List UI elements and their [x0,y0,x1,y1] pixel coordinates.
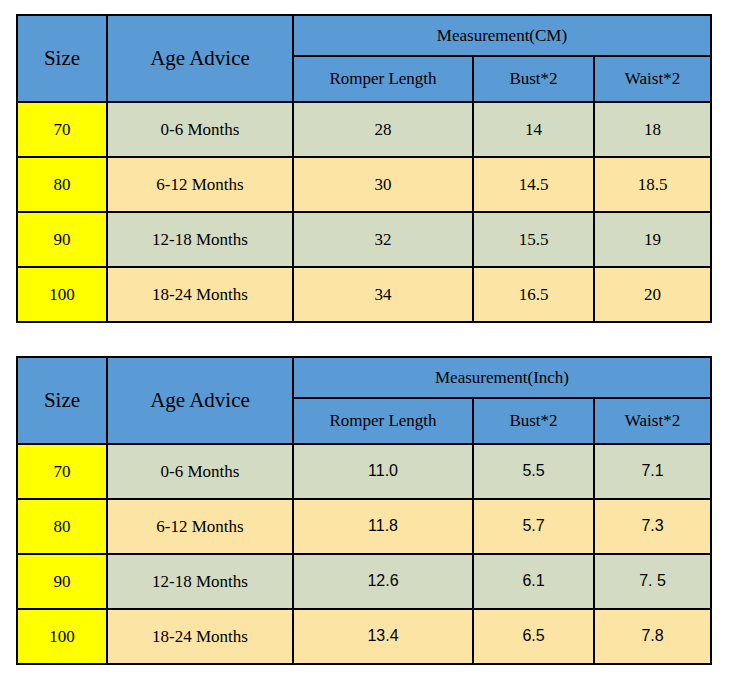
column-header: Romper Length [293,56,473,102]
column-header-age: Age Advice [107,15,293,102]
column-header: Romper Length [293,398,473,444]
value-cell: 5.5 [473,444,594,499]
value-cell: 11.0 [293,444,473,499]
measurement-group-header: Measurement(CM) [293,15,711,56]
value-cell: 19 [594,212,711,267]
column-header-size: Size [17,357,107,444]
table-row: 806-12 Months11.85.77.3 [17,499,711,554]
value-cell: 7.8 [594,609,711,664]
age-cell: 6-12 Months [107,499,293,554]
value-cell: 7.1 [594,444,711,499]
value-cell: 6.1 [473,554,594,609]
size-chart-page: SizeAge AdviceMeasurement(CM)Romper Leng… [0,0,739,687]
header-row-top: SizeAge AdviceMeasurement(CM) [17,15,711,56]
value-cell: 5.7 [473,499,594,554]
value-cell: 28 [293,102,473,157]
size-cell: 100 [17,609,107,664]
age-cell: 18-24 Months [107,609,293,664]
size-cell: 90 [17,212,107,267]
table-row: 806-12 Months3014.518.5 [17,157,711,212]
size-cell: 80 [17,499,107,554]
size-cell: 90 [17,554,107,609]
size-cell: 80 [17,157,107,212]
column-header: Waist*2 [594,398,711,444]
age-cell: 0-6 Months [107,444,293,499]
value-cell: 30 [293,157,473,212]
size-cell: 70 [17,102,107,157]
value-cell: 14 [473,102,594,157]
measurement-group-header: Measurement(Inch) [293,357,711,398]
column-header: Bust*2 [473,56,594,102]
value-cell: 15.5 [473,212,594,267]
age-cell: 12-18 Months [107,212,293,267]
value-cell: 12.6 [293,554,473,609]
value-cell: 16.5 [473,267,594,322]
value-cell: 7. 5 [594,554,711,609]
value-cell: 32 [293,212,473,267]
age-cell: 0-6 Months [107,102,293,157]
table-row: 700-6 Months281418 [17,102,711,157]
table-row: 10018-24 Months3416.520 [17,267,711,322]
size-table-inch: SizeAge AdviceMeasurement(Inch)Romper Le… [16,356,712,665]
value-cell: 20 [594,267,711,322]
value-cell: 18 [594,102,711,157]
value-cell: 7.3 [594,499,711,554]
age-cell: 12-18 Months [107,554,293,609]
age-cell: 18-24 Months [107,267,293,322]
size-cell: 70 [17,444,107,499]
value-cell: 14.5 [473,157,594,212]
value-cell: 11.8 [293,499,473,554]
header-row-top: SizeAge AdviceMeasurement(Inch) [17,357,711,398]
table-row: 10018-24 Months13.46.57.8 [17,609,711,664]
column-header: Bust*2 [473,398,594,444]
column-header-size: Size [17,15,107,102]
size-table-cm: SizeAge AdviceMeasurement(CM)Romper Leng… [16,14,712,323]
value-cell: 13.4 [293,609,473,664]
value-cell: 34 [293,267,473,322]
age-cell: 6-12 Months [107,157,293,212]
table-row: 9012-18 Months12.66.17. 5 [17,554,711,609]
value-cell: 18.5 [594,157,711,212]
table-row: 9012-18 Months3215.519 [17,212,711,267]
column-header: Waist*2 [594,56,711,102]
table-row: 700-6 Months11.05.57.1 [17,444,711,499]
size-cell: 100 [17,267,107,322]
value-cell: 6.5 [473,609,594,664]
column-header-age: Age Advice [107,357,293,444]
